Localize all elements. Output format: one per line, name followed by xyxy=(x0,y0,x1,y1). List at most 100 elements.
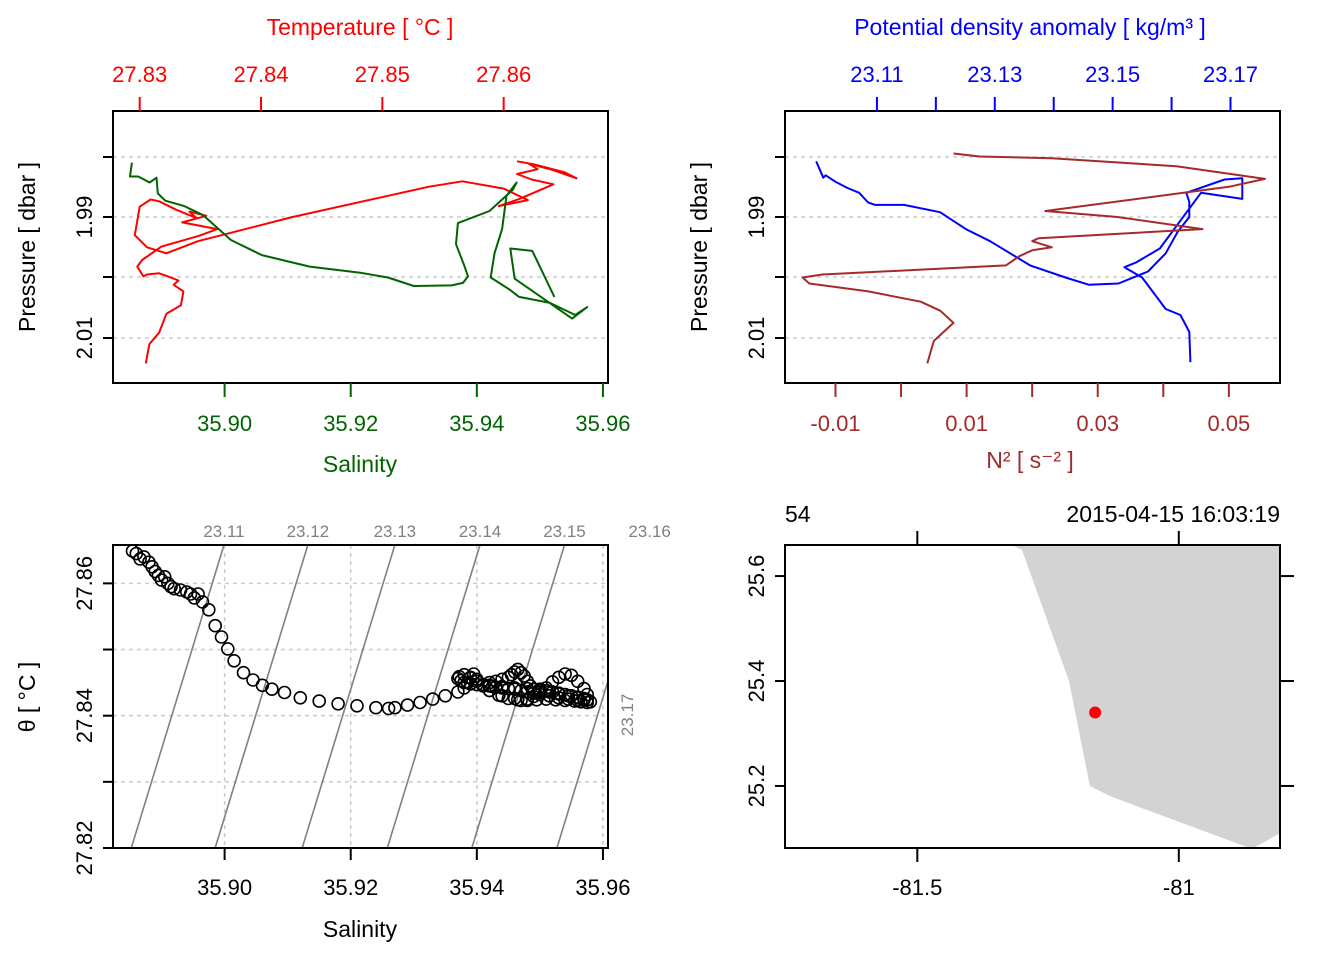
data-point xyxy=(191,587,205,601)
x-axis-title: Salinity xyxy=(323,916,398,942)
x-tick-label: -81 xyxy=(1163,875,1195,900)
data-point xyxy=(545,685,560,699)
data-point xyxy=(564,688,579,703)
y-tick-label: 2.01 xyxy=(72,317,97,360)
bottom-tick-label: 0.01 xyxy=(945,411,988,436)
data-point xyxy=(293,690,308,705)
data-point xyxy=(265,682,279,697)
bottom-tick-label: 35.94 xyxy=(449,411,504,436)
series-line-temperature xyxy=(133,160,578,364)
data-point xyxy=(413,695,427,710)
top-tick-label: 23.11 xyxy=(850,62,903,87)
axis-ticks: 1.99 2.01 27.83 27.84 27.85 27.86 35.90 35.92 35… xyxy=(72,62,630,436)
y-tick-label: 25.6 xyxy=(744,555,769,598)
land-polygon xyxy=(1011,545,1280,848)
data-point xyxy=(514,665,528,680)
data-point xyxy=(558,687,572,702)
gridlines xyxy=(785,156,1280,339)
bottom-tick-label: 0.03 xyxy=(1076,411,1119,436)
isopycnal-labels: 23.11 23.12 23.13 23.14 23.15 23.16 23.17 xyxy=(203,522,671,736)
land-layer xyxy=(1011,545,1280,848)
isopycnal-label: 23.13 xyxy=(374,522,417,541)
isopycnal-line xyxy=(130,545,225,848)
series-group xyxy=(801,152,1266,364)
data-point xyxy=(227,653,241,668)
y-tick-label: 27.86 xyxy=(72,556,97,611)
data-point xyxy=(539,683,554,698)
gridlines xyxy=(113,156,608,339)
axis-ticks: -81.5 -81 25.2 25.4 25.6 xyxy=(744,531,1294,900)
panel-ts-diagram: 23.11 23.12 23.13 23.14 23.15 23.16 23.17 35.9… xyxy=(14,522,671,942)
isopycnal-line xyxy=(470,545,566,848)
top-tick-label: 27.86 xyxy=(476,62,531,87)
isopycnal-line xyxy=(386,545,481,848)
series-line-salinity xyxy=(129,162,589,320)
data-point xyxy=(400,698,415,712)
data-point xyxy=(208,618,222,633)
isopycnal-label: 23.17 xyxy=(618,694,637,737)
y-axis-title: Pressure [ dbar ] xyxy=(686,162,712,332)
data-point xyxy=(125,544,140,558)
data-point xyxy=(202,602,216,617)
bottom-tick-label: -0.01 xyxy=(810,411,860,436)
plot-frame xyxy=(784,110,1281,384)
data-point xyxy=(469,674,484,689)
panel-density-n2-profile: 1.99 2.01 23.11 23.13 23.15 23.17 -0.01 0.01 0.0… xyxy=(686,14,1281,473)
y-tick-label: 27.82 xyxy=(72,820,97,875)
data-point xyxy=(214,630,229,644)
data-point xyxy=(551,670,566,685)
top-tick-label: 27.84 xyxy=(233,62,288,87)
data-point xyxy=(369,700,383,715)
panel-station-map: -81.5 -81 25.2 25.4 25.6 54 2015-04-15 16:03… xyxy=(744,501,1294,900)
isopycnal-label: 23.16 xyxy=(628,522,671,541)
x-tick-label: -81.5 xyxy=(892,875,942,900)
top-axis-title: Temperature [ °C ] xyxy=(267,14,454,40)
x-tick-label: 35.90 xyxy=(197,875,252,900)
y-axis-title: Pressure [ dbar ] xyxy=(14,162,40,332)
isopycnal-label: 23.14 xyxy=(459,522,502,541)
data-point xyxy=(457,667,472,682)
x-tick-label: 35.94 xyxy=(449,875,504,900)
axis-ticks: 35.90 35.92 35.94 35.96 27.82 27.84 27.86 xyxy=(72,556,630,900)
bottom-tick-label: 35.96 xyxy=(575,411,630,436)
isopycnal-line xyxy=(556,678,608,848)
station-timestamp: 2015-04-15 16:03:19 xyxy=(1066,501,1280,527)
y-tick-label: 25.2 xyxy=(744,765,769,808)
y-tick-label: 25.4 xyxy=(744,660,769,703)
isopycnal-label: 23.11 xyxy=(203,522,244,541)
data-point xyxy=(187,591,202,605)
data-point xyxy=(580,692,595,707)
bottom-axis-title: Salinity xyxy=(323,451,398,477)
data-point xyxy=(463,677,478,691)
y-tick-label: 27.84 xyxy=(72,688,97,743)
panel-temperature-salinity-profile: 1.99 2.01 27.83 27.84 27.85 27.86 35.90 35.92 35… xyxy=(14,14,630,477)
top-tick-label: 27.85 xyxy=(355,62,410,87)
data-point xyxy=(388,700,402,715)
data-point xyxy=(312,694,327,708)
axis-ticks: 1.99 2.01 23.11 23.13 23.15 23.17 -0.01 0.01 0.0… xyxy=(744,62,1258,436)
data-point xyxy=(381,701,396,716)
isopycnal-line xyxy=(214,545,309,848)
x-tick-label: 35.96 xyxy=(575,875,630,900)
data-point xyxy=(167,581,181,596)
bottom-tick-label: 35.90 xyxy=(197,411,252,436)
isopycnal-lines xyxy=(130,545,608,848)
series-line-n- xyxy=(801,152,1266,364)
data-point xyxy=(331,696,345,711)
bottom-tick-label: 35.92 xyxy=(323,411,378,436)
top-tick-label: 23.13 xyxy=(967,62,1022,87)
data-point xyxy=(157,569,172,584)
plot-frame xyxy=(112,544,609,849)
station-label: 54 xyxy=(785,501,811,527)
data-point xyxy=(350,698,364,713)
data-point xyxy=(558,667,572,681)
data-point xyxy=(501,691,516,706)
data-point xyxy=(277,685,292,700)
y-axis-title: θ [ °C ] xyxy=(14,662,40,733)
y-tick-label: 1.99 xyxy=(744,196,769,239)
top-axis-title: Potential density anomaly [ kg/m³ ] xyxy=(854,14,1206,40)
top-tick-label: 23.15 xyxy=(1085,62,1140,87)
station-marker xyxy=(1089,706,1102,719)
y-tick-label: 1.99 xyxy=(72,196,97,239)
